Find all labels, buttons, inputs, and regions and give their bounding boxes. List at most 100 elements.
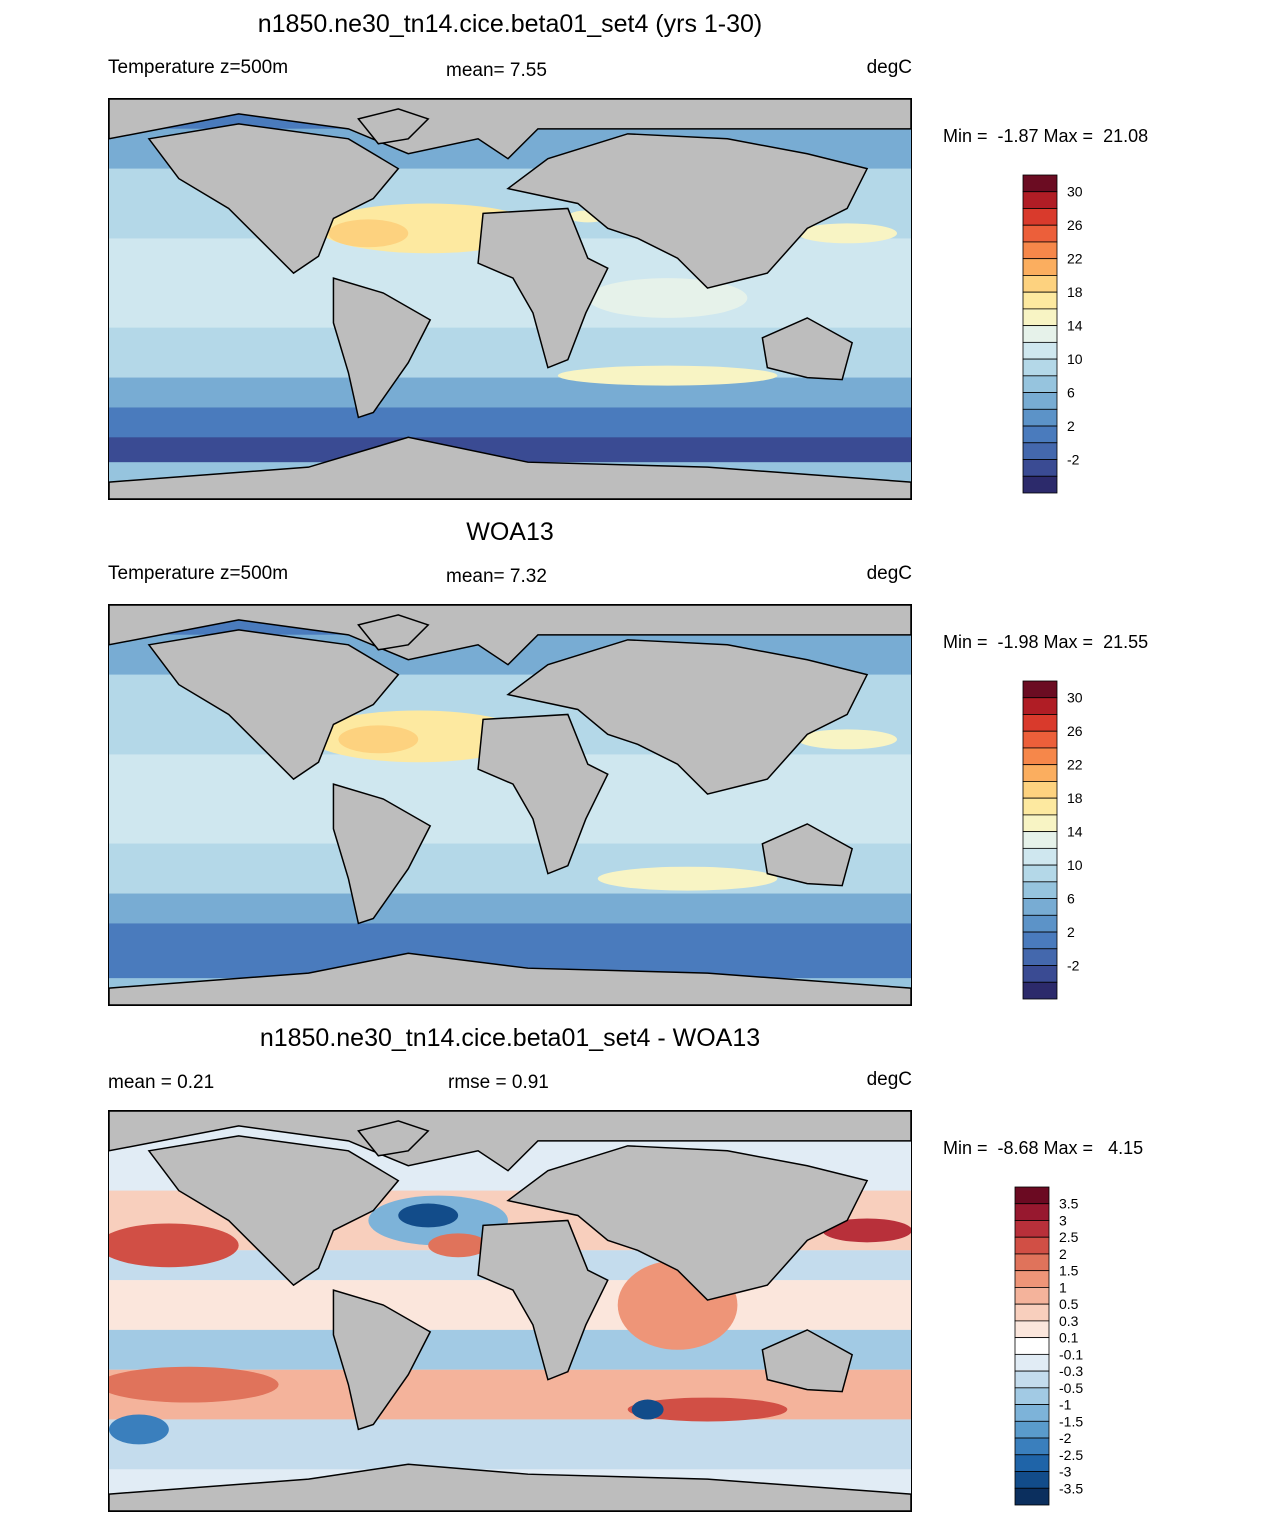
panel1-colorbar: 30 26 22 18 14 10 6 2 -2: [1022, 174, 1153, 495]
panel1-colorbar-svg: 30 26 22 18 14 10 6 2 -2: [1022, 174, 1083, 494]
panel3-land: [109, 1111, 911, 1511]
colorbar-tick-label: 1: [1059, 1279, 1067, 1295]
colorbar-swatch: [1022, 258, 1058, 276]
colorbar-swatch: [1022, 781, 1058, 799]
panel2-title: WOA13: [466, 518, 554, 546]
colorbar-swatch: [1022, 881, 1058, 899]
colorbar-tick-label: 26: [1067, 217, 1083, 233]
colorbar-swatch: [1022, 174, 1058, 193]
panel1-units-label: degC: [866, 57, 912, 78]
panel2-map: [108, 604, 912, 1006]
panel2-colorbar: 30 26 22 18 14 10 6 2 -2: [1022, 680, 1153, 1001]
colorbar-tick-label: 0.5: [1059, 1296, 1079, 1312]
panel2-map-svg: [109, 605, 911, 1005]
colorbar-tick-label: 14: [1067, 318, 1083, 334]
colorbar-swatch: [1014, 1320, 1050, 1339]
colorbar-swatch: [1014, 1303, 1050, 1322]
colorbar-swatch: [1022, 241, 1058, 260]
colorbar-swatch: [1022, 814, 1058, 833]
colorbar-tick-label: 10: [1067, 351, 1083, 367]
colorbar-swatch: [1022, 392, 1058, 410]
colorbar-tick-label: 0.3: [1059, 1313, 1079, 1329]
colorbar-swatch: [1022, 291, 1058, 310]
panel3-colorbar-svg: 3.532.521.510.50.30.1-0.1-0.3-0.5-1-1.5-…: [1014, 1186, 1083, 1506]
colorbar-tick-label: -2.5: [1059, 1447, 1083, 1463]
colorbar-tick-label: 3.5: [1059, 1196, 1079, 1212]
panel3-min-max: Min = -8.68 Max = 4.15: [943, 1138, 1144, 1158]
colorbar-swatch: [1022, 714, 1058, 732]
colorbar-swatch: [1014, 1437, 1050, 1456]
colorbar-swatch: [1014, 1404, 1050, 1422]
colorbar-swatch: [1022, 408, 1058, 427]
colorbar-tick-label: -3.5: [1059, 1480, 1083, 1496]
colorbar-swatch: [1022, 797, 1058, 816]
colorbar-swatch: [1014, 1370, 1050, 1389]
colorbar-swatch: [1022, 375, 1058, 393]
colorbar-swatch: [1014, 1253, 1050, 1272]
colorbar-swatch: [1022, 341, 1058, 360]
panel1-title: n1850.ne30_tn14.cice.beta01_set4 (yrs 1-…: [257, 10, 763, 38]
colorbar-swatch: [1014, 1270, 1050, 1288]
panel2-units-label: degC: [866, 563, 912, 584]
colorbar-tick-label: 2: [1067, 924, 1075, 940]
panel1-mean-label: mean= 7.55: [446, 60, 547, 81]
colorbar-tick-label: -0.1: [1059, 1346, 1083, 1362]
colorbar-swatch: [1022, 948, 1058, 966]
panel2-min-max: Min = -1.98 Max = 21.55: [943, 632, 1149, 652]
colorbar-swatch: [1022, 208, 1058, 226]
colorbar-tick-label: 26: [1067, 723, 1083, 739]
colorbar-tick-label: -3: [1059, 1464, 1072, 1480]
colorbar-tick-label: -2: [1067, 958, 1080, 974]
colorbar-swatch: [1022, 275, 1058, 293]
panel3-rmse-label: rmse = 0.91: [448, 1072, 549, 1093]
colorbar-swatch: [1014, 1454, 1050, 1472]
colorbar-swatch: [1022, 764, 1058, 782]
colorbar-tick-label: 18: [1067, 284, 1083, 300]
colorbar-swatch: [1014, 1471, 1050, 1489]
colorbar-swatch: [1022, 680, 1058, 699]
panel3-title: n1850.ne30_tn14.cice.beta01_set4 - WOA13: [259, 1024, 761, 1052]
colorbar-tick-label: 0.1: [1059, 1330, 1079, 1346]
colorbar-swatch: [1022, 308, 1058, 327]
colorbar-tick-label: 30: [1067, 690, 1083, 706]
panel3-units-label: degC: [866, 1069, 912, 1090]
colorbar-tick-label: 2.5: [1059, 1229, 1079, 1245]
panel1-min-max: Min = -1.87 Max = 21.08: [943, 126, 1149, 146]
colorbar-swatch: [1022, 747, 1058, 766]
colorbar-swatch: [1022, 831, 1058, 849]
colorbar-tick-label: 3: [1059, 1212, 1067, 1228]
colorbar-swatch: [1022, 914, 1058, 933]
colorbar-swatch: [1014, 1203, 1050, 1221]
colorbar-swatch: [1014, 1487, 1050, 1506]
colorbar-swatch: [1022, 965, 1058, 983]
colorbar-swatch: [1014, 1420, 1050, 1439]
colorbar-tick-label: 22: [1067, 251, 1083, 267]
colorbar-swatch: [1022, 864, 1058, 883]
panel3-colorbar: 3.5 3 2.5 2 1.5 1 0.5 0.3 0.1 -0.1 -0.3 -0.5 -1 -1.5-…: [1014, 1186, 1145, 1507]
colorbar-swatch: [1022, 425, 1058, 444]
colorbar-swatch: [1014, 1387, 1050, 1405]
colorbar-swatch: [1014, 1186, 1050, 1205]
panel3-map-svg: [109, 1111, 911, 1511]
panel1-land: [109, 99, 911, 499]
colorbar-swatch: [1022, 847, 1058, 866]
colorbar-tick-label: -0.5: [1059, 1380, 1083, 1396]
colorbar-swatch: [1014, 1337, 1050, 1355]
colorbar-swatch: [1014, 1220, 1050, 1238]
panel2-variable-label: Temperature z=500m: [108, 563, 289, 584]
colorbar-swatch: [1022, 697, 1058, 715]
colorbar-tick-label: 10: [1067, 857, 1083, 873]
colorbar-tick-label: 6: [1067, 891, 1075, 907]
colorbar-tick-label: 14: [1067, 824, 1083, 840]
colorbar-swatch: [1022, 981, 1058, 1000]
panel1-map: [108, 98, 912, 500]
colorbar-swatch: [1022, 475, 1058, 494]
colorbar-swatch: [1022, 898, 1058, 916]
panel2-colorbar-svg: 30 26 22 18 14 10 6 2 -2: [1022, 680, 1083, 1000]
colorbar-tick-label: 22: [1067, 757, 1083, 773]
colorbar-tick-label: 1.5: [1059, 1263, 1079, 1279]
colorbar-tick-label: 2: [1059, 1246, 1067, 1262]
colorbar-swatch: [1022, 442, 1058, 460]
colorbar-tick-label: -1.5: [1059, 1413, 1083, 1429]
colorbar-tick-label: 2: [1067, 418, 1075, 434]
